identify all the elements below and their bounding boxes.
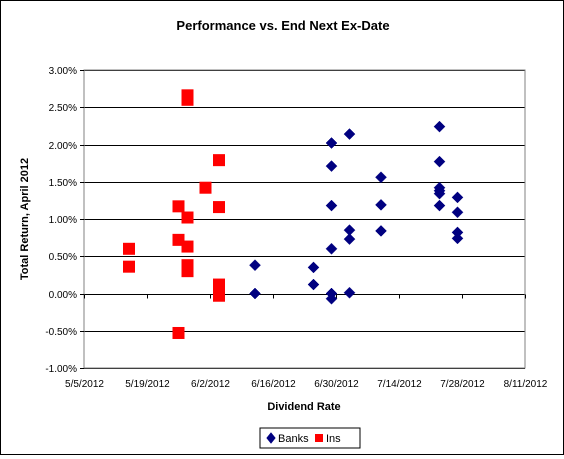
ins-point [181,211,194,224]
x-tick-label: 6/30/2012 [314,379,359,390]
y-tick-label: 0.00% [49,290,77,301]
banks-point [433,155,446,168]
banks-point [343,233,356,245]
ins-point [123,242,135,255]
banks-point [375,198,387,211]
x-tick-label: 5/19/2012 [125,379,170,390]
chart-title: Performance vs. End Next Ex-Date [176,18,389,33]
y-axis-title: Total Return, April 2012 [19,158,31,280]
banks-point [249,287,261,300]
y-tick-label: -0.50% [45,327,77,338]
x-tick-label: 8/11/2012 [504,379,548,390]
banks-point [375,171,387,184]
ins-point [181,240,194,253]
ins-point [213,289,225,302]
y-tick-label: 1.00% [49,215,77,226]
banks-point [307,261,320,274]
ins-point [181,265,194,278]
legend-item-ins: Ins [315,433,341,445]
legend-label-ins: Ins [326,433,341,445]
ins-point [213,201,225,214]
banks-point [325,137,338,149]
ins-point [123,260,135,273]
banks-point [375,225,387,237]
x-axis-title: Dividend Rate [267,401,340,413]
y-tick-label: 3.00% [49,66,77,77]
ins-point [172,200,185,213]
x-axis-ticks: 5/5/2012 5/19/2012 6/2/2012 6/16/2012 6/30/2… [65,294,548,390]
y-axis-ticks: -1.00% -0.50% 0.00% 0.50% 1.00% 1.50% 2.00% 2.5… [45,66,84,375]
ins-point [181,93,194,106]
y-tick-label: 0.50% [49,252,77,263]
ins-point [213,154,225,167]
ins-point [172,326,185,339]
legend-label-banks: Banks [278,433,309,445]
legend-diamond-marker [266,432,276,444]
banks-point [325,199,338,212]
gridlines [84,70,525,369]
data-points [123,89,464,339]
ins-point [199,181,212,194]
banks-point [451,232,464,245]
x-tick-label: 5/5/2012 [65,379,104,390]
legend-square-marker [315,434,323,442]
banks-point [325,242,338,255]
banks-point [433,187,446,200]
banks-point [249,259,261,272]
x-tick-label: 6/16/2012 [251,379,296,390]
banks-point [307,278,320,291]
banks-point [325,292,338,305]
banks-point [325,160,338,172]
y-tick-label: 2.50% [49,103,77,114]
y-tick-label: -1.00% [45,364,77,375]
banks-point [451,206,464,219]
banks-point [451,191,464,204]
y-tick-label: 2.00% [49,141,77,152]
x-tick-label: 7/28/2012 [440,379,485,390]
y-tick-label: 1.50% [49,178,77,189]
banks-point [343,128,356,140]
banks-point [343,286,356,299]
banks-point [433,199,446,212]
legend-item-banks: Banks [266,432,309,445]
x-tick-label: 6/2/2012 [191,379,230,390]
legend-box [259,427,361,449]
x-tick-label: 7/14/2012 [377,379,422,390]
banks-point [433,120,446,133]
legend: Banks Ins [259,427,361,449]
